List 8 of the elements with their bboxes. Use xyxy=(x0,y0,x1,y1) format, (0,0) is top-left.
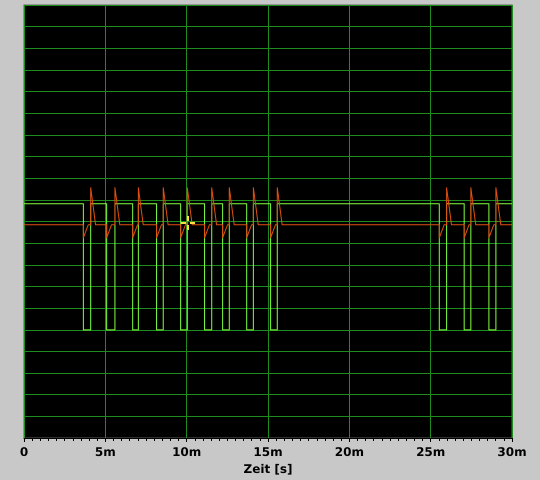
x-tick-label: 30m xyxy=(497,445,527,459)
x-tick-label: 5m xyxy=(94,445,116,459)
x-tick-label: 20m xyxy=(334,445,364,459)
x-tick-label: 15m xyxy=(253,445,283,459)
x-axis-title: Zeit [s] xyxy=(244,462,292,476)
x-tick-label: 0 xyxy=(20,445,28,459)
x-tick-label: 10m xyxy=(172,445,202,459)
x-tick-label: 25m xyxy=(416,445,446,459)
